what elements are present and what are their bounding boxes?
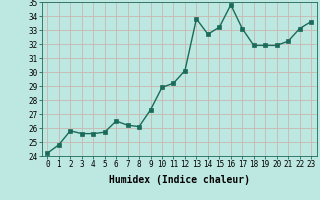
X-axis label: Humidex (Indice chaleur): Humidex (Indice chaleur) [109, 175, 250, 185]
